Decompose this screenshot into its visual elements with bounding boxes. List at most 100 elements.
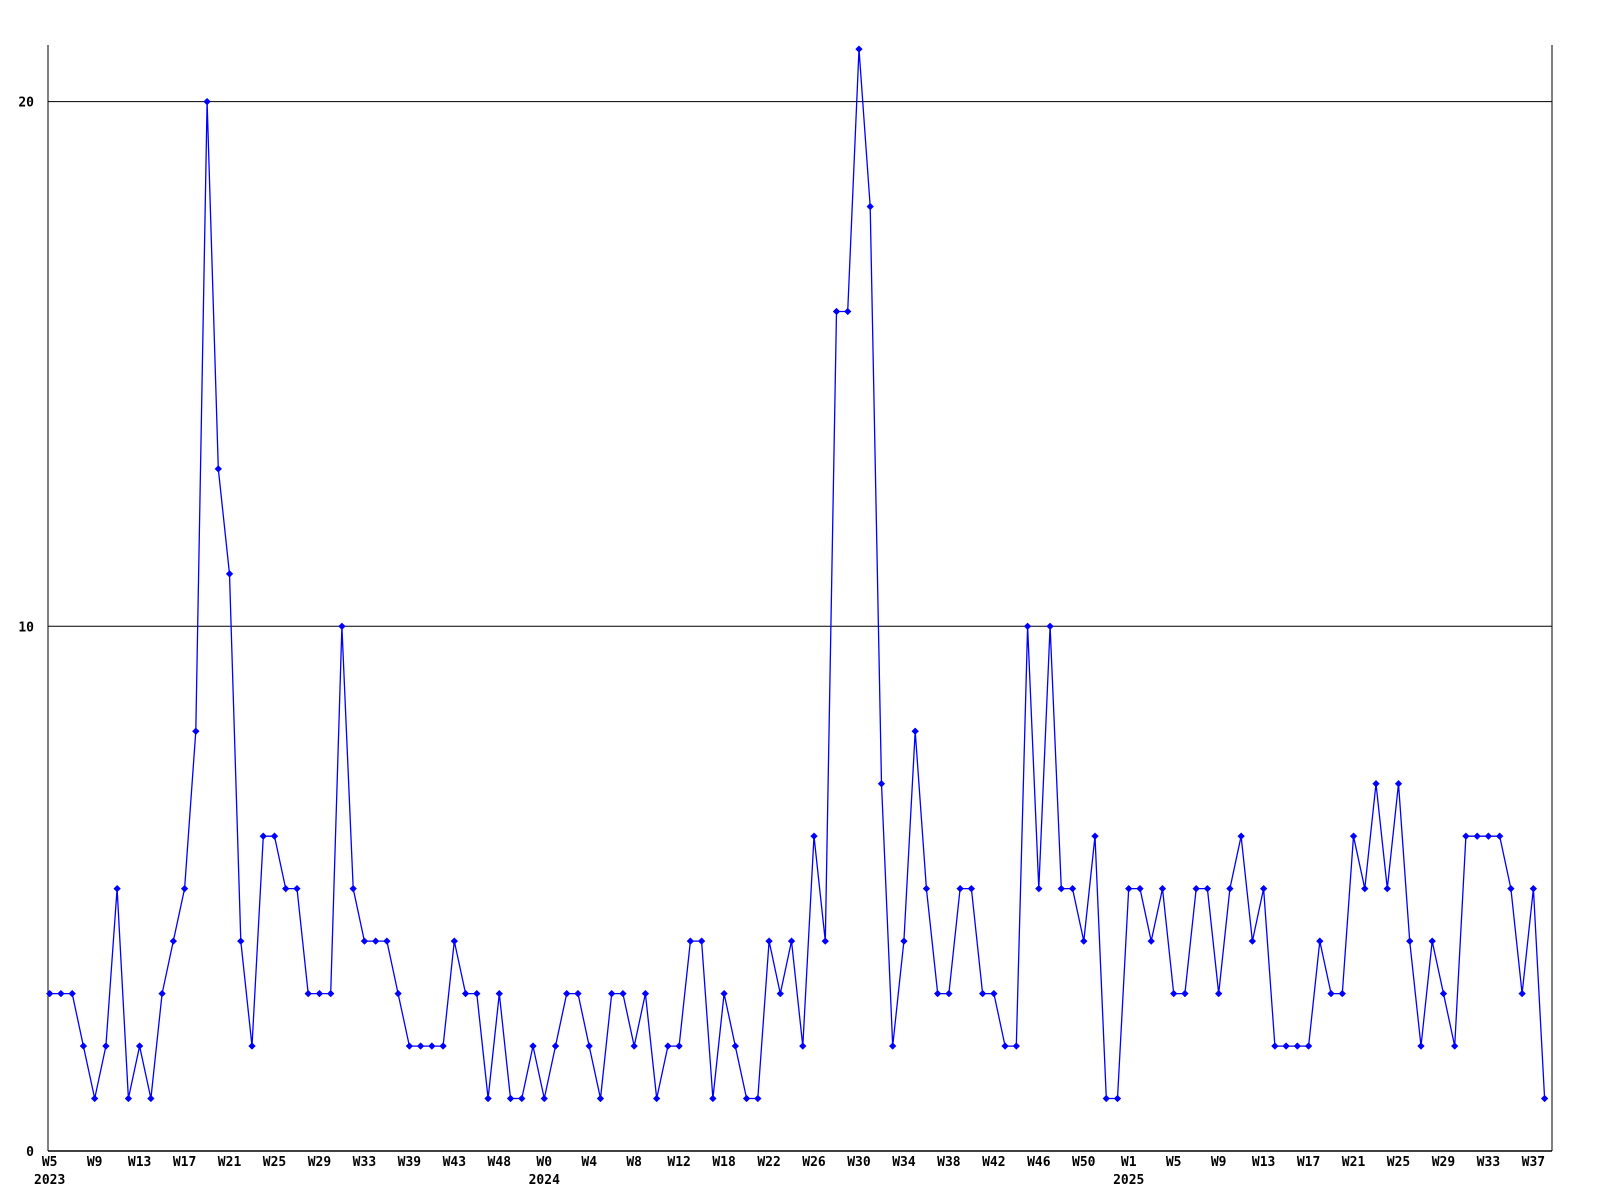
x-tick-label: W13 <box>1252 1155 1275 1170</box>
data-point-marker <box>1507 884 1515 893</box>
data-point-marker <box>315 989 324 998</box>
data-point-marker <box>933 989 942 998</box>
data-point-marker <box>1226 884 1234 893</box>
data-point-marker <box>360 937 369 945</box>
data-point-marker <box>518 1094 526 1103</box>
data-point-marker <box>1394 779 1403 788</box>
data-point-marker <box>607 989 616 998</box>
data-point-marker <box>304 989 312 998</box>
data-point-marker <box>877 779 886 788</box>
data-point-marker <box>888 1042 897 1050</box>
data-point-marker <box>1304 1042 1313 1050</box>
data-point-marker <box>405 1042 414 1050</box>
data-point-marker <box>978 989 987 998</box>
x-tick-label: W25 <box>1387 1155 1410 1170</box>
data-point-marker <box>697 937 706 945</box>
data-point-marker <box>754 1094 762 1103</box>
data-point-marker <box>956 884 964 893</box>
data-point-marker <box>113 884 121 893</box>
x-tick-label: W1 <box>1121 1155 1137 1170</box>
x-tick-label: W12 <box>667 1155 690 1170</box>
data-point-marker <box>57 989 65 998</box>
data-point-marker <box>945 989 953 998</box>
data-point-marker <box>551 1042 560 1050</box>
x-tick-label: W43 <box>443 1155 466 1170</box>
data-point-marker <box>1136 884 1144 893</box>
data-point-marker <box>1113 1094 1122 1103</box>
x-tick-label: W46 <box>1027 1155 1051 1170</box>
x-tick-label: W0 <box>536 1155 552 1170</box>
data-point-marker <box>652 1094 661 1103</box>
data-point-marker <box>225 570 234 578</box>
data-point-marker <box>1540 1094 1549 1103</box>
x-tick-label: W50 <box>1072 1155 1096 1170</box>
data-point-marker <box>1495 832 1504 840</box>
data-point-marker <box>461 989 470 998</box>
data-point-marker <box>495 989 504 998</box>
data-point-marker <box>1158 884 1167 893</box>
year-label: 2024 <box>529 1173 560 1188</box>
data-point-marker <box>1012 1042 1021 1050</box>
data-point-marker <box>1259 884 1268 893</box>
data-point-marker <box>709 1094 717 1103</box>
data-point-marker <box>686 937 695 945</box>
data-point-marker <box>1372 779 1380 788</box>
x-tick-label: W33 <box>353 1155 376 1170</box>
data-point-marker <box>1214 989 1223 998</box>
data-point-marker <box>293 884 301 893</box>
data-point-marker <box>1124 884 1133 893</box>
x-tick-label: W42 <box>982 1155 1005 1170</box>
x-tick-label: W39 <box>398 1155 421 1170</box>
data-point-marker <box>855 45 863 53</box>
data-point-marker <box>484 1094 492 1103</box>
data-point-marker <box>562 989 571 998</box>
data-point-marker <box>1349 832 1358 840</box>
data-point-marker <box>1473 832 1481 840</box>
data-point-marker <box>270 832 279 840</box>
x-tick-label: W29 <box>1432 1155 1455 1170</box>
data-point-marker <box>237 937 245 945</box>
y-tick-label: 20 <box>18 96 34 111</box>
x-tick-label: W29 <box>308 1155 331 1170</box>
data-point-marker <box>1147 937 1155 945</box>
data-point-marker <box>1383 884 1392 893</box>
data-point-marker <box>799 1042 807 1050</box>
data-point-marker <box>1203 884 1212 893</box>
x-tick-label: W9 <box>87 1155 103 1170</box>
data-point-marker <box>585 1042 593 1050</box>
x-tick-label: W26 <box>802 1155 826 1170</box>
data-point-marker <box>1023 622 1032 631</box>
data-point-marker <box>675 1042 683 1050</box>
data-point-marker <box>192 727 200 735</box>
data-point-marker <box>90 1094 99 1103</box>
data-point-marker <box>641 989 650 998</box>
x-tick-label: W37 <box>1522 1155 1545 1170</box>
data-point-marker <box>574 989 582 998</box>
year-label: 2023 <box>34 1173 65 1188</box>
data-point-marker <box>383 937 391 945</box>
data-point-marker <box>990 989 998 998</box>
data-point-marker <box>529 1042 537 1050</box>
data-point-marker <box>911 727 919 735</box>
data-point-marker <box>1428 937 1436 945</box>
x-tick-label: W13 <box>128 1155 151 1170</box>
data-point-marker <box>1282 1042 1290 1050</box>
x-tick-label: W17 <box>173 1155 196 1170</box>
x-tick-label: W5 <box>42 1155 58 1170</box>
x-tick-label: W4 <box>581 1155 597 1170</box>
data-point-marker <box>1316 937 1324 945</box>
data-point-marker <box>1518 989 1526 998</box>
data-point-marker <box>1293 1042 1302 1050</box>
data-point-marker <box>147 1094 155 1103</box>
data-point-marker <box>158 989 166 998</box>
data-point-marker <box>214 465 223 473</box>
data-point-marker <box>1237 832 1245 840</box>
data-point-marker <box>394 989 402 998</box>
data-point-marker <box>1091 832 1099 840</box>
data-point-marker <box>1439 989 1448 998</box>
data-point-marker <box>1462 832 1470 840</box>
data-point-marker <box>720 989 728 998</box>
x-tick-label: W25 <box>263 1155 286 1170</box>
data-point-marker <box>1035 884 1043 893</box>
